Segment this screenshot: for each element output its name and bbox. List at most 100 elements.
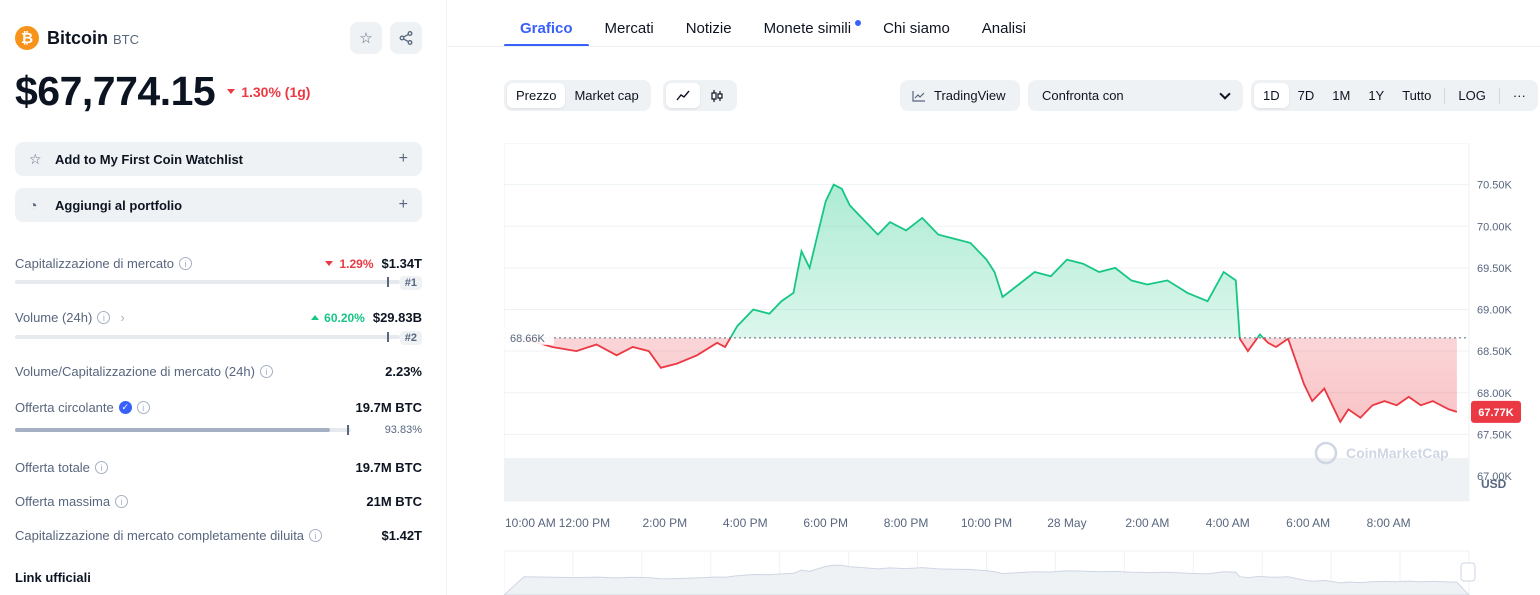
stat-fully-diluted: Capitalizzazione di mercato completament… <box>15 528 422 546</box>
current-price-label: 67.77K <box>1478 407 1514 419</box>
tab-similar-coins[interactable]: Monete simili <box>748 0 868 47</box>
add-to-watchlist-button[interactable]: ☆ Add to My First Coin Watchlist + <box>15 142 422 176</box>
plus-icon: + <box>398 196 408 213</box>
x-tick-label: 8:00 AM <box>1367 516 1411 530</box>
add-to-portfolio-button[interactable]: ◔ Aggiungi al portfolio + <box>15 188 422 222</box>
tab-similar-coins-label: Monete simili <box>763 20 852 37</box>
stat-value: 2.23% <box>385 364 422 379</box>
y-tick-label: 69.00K <box>1477 305 1513 317</box>
price-chart[interactable]: 70.50K 70.00K 69.50K 69.00K 68.50K 68.00K 67.5… <box>503 142 1540 595</box>
info-icon[interactable]: i <box>97 311 111 324</box>
stat-volume: Volume (24h) i › 60.20% $29.83B #2 <box>15 310 422 345</box>
x-tick-label: 6:00 PM <box>803 516 848 530</box>
chart-watermark: CoinMarketCap <box>1346 445 1449 461</box>
navigator-series <box>503 564 1470 595</box>
x-tick-label: 28 May <box>1047 516 1086 530</box>
divider <box>1444 87 1446 104</box>
info-icon[interactable]: i <box>259 365 273 378</box>
x-tick-label: 2:00 PM <box>642 516 687 530</box>
volume-area <box>504 458 1469 501</box>
x-tick-label: 4:00 AM <box>1206 516 1250 530</box>
bar-marker <box>347 425 349 435</box>
supply-progress-fill <box>15 428 331 432</box>
tab-about[interactable]: Chi siamo <box>883 20 950 37</box>
currency-label: USD <box>1481 477 1507 491</box>
compare-with-dropdown[interactable]: Confronta con <box>1028 80 1243 111</box>
baseline-label: 68.66K <box>510 333 546 345</box>
coin-info-panel: ₿ Bitcoin BTC ☆ $67,774.15 1.30% (1g) ☆ … <box>0 0 447 595</box>
tab-analysis[interactable]: Analisi <box>981 20 1026 37</box>
stat-total-supply: Offerta totale i 19.7M BTC <box>15 460 422 478</box>
tradingview-button[interactable]: TradingView <box>900 80 1020 111</box>
add-to-portfolio-label: Aggiungi al portfolio <box>55 197 183 213</box>
range-1d-button[interactable]: 1D <box>1254 83 1289 108</box>
price-row: $67,774.15 1.30% (1g) <box>15 68 310 115</box>
share-button[interactable] <box>390 22 422 54</box>
more-options-button[interactable]: ··· <box>1512 88 1526 103</box>
x-tick-label: 10:00 PM <box>961 516 1012 530</box>
coin-tabs: Grafico Mercati Notizie Monete simili Ch… <box>504 0 1042 47</box>
candlestick-icon <box>711 89 723 102</box>
chevron-right-icon[interactable]: › <box>120 310 125 325</box>
stat-circulating-supply: Offerta circolante ✓ i 19.7M BTC 93.83% <box>15 400 422 438</box>
stat-change: 1.29% <box>325 257 374 271</box>
tab-chart[interactable]: Grafico <box>504 0 589 47</box>
chart-type-toggle <box>663 80 737 111</box>
stat-label: Offerta massima i <box>15 494 129 509</box>
info-icon[interactable]: i <box>309 529 323 542</box>
caret-down-icon <box>325 261 334 266</box>
chevron-down-icon <box>1219 87 1231 100</box>
price-chart-svg: 70.50K 70.00K 69.50K 69.00K 68.50K 68.00K 67.5… <box>503 142 1521 595</box>
stat-value: $1.42T <box>381 528 422 543</box>
range-1y-button[interactable]: 1Y <box>1368 88 1385 103</box>
stat-bar <box>15 280 400 284</box>
y-tick-label: 70.00K <box>1477 221 1513 233</box>
log-scale-button[interactable]: LOG <box>1458 88 1486 103</box>
y-tick-label: 67.00K <box>1477 471 1513 483</box>
tab-markets[interactable]: Mercati <box>604 20 654 37</box>
candlestick-chart-button[interactable] <box>700 83 734 108</box>
bar-marker <box>387 332 389 342</box>
coin-price: $67,774.15 <box>15 68 216 114</box>
x-tick-label: 6:00 AM <box>1286 516 1330 530</box>
tabs-divider <box>447 46 1540 47</box>
coinmarketcap-logo-icon <box>1314 441 1338 465</box>
tab-news[interactable]: Notizie <box>685 20 732 37</box>
current-price-tag <box>1471 400 1521 423</box>
stat-label: Capitalizzazione di mercato completament… <box>15 528 323 543</box>
stat-bar <box>15 335 400 339</box>
price-change-value: 1.30% (1g) <box>241 83 311 100</box>
info-icon[interactable]: i <box>94 461 108 474</box>
x-tick-label: 8:00 PM <box>884 516 929 530</box>
info-icon[interactable]: i <box>136 401 150 414</box>
plus-icon: + <box>398 150 408 167</box>
bitcoin-logo-icon: ₿ <box>15 26 39 50</box>
coin-symbol: BTC <box>113 32 139 47</box>
stat-volume-market-cap: Volume/Capitalizzazione di mercato (24h)… <box>15 364 422 382</box>
stat-value: 19.7M BTC <box>355 460 422 475</box>
price-area-up <box>730 184 1264 338</box>
watchlist-star-button[interactable]: ☆ <box>350 22 382 54</box>
y-tick-label: 68.50K <box>1477 346 1513 358</box>
range-1m-button[interactable]: 1M <box>1332 88 1351 103</box>
range-7d-button[interactable]: 7D <box>1297 88 1315 103</box>
baseline-label-bg <box>504 328 554 345</box>
rank-badge: #2 <box>399 331 422 345</box>
coin-name: Bitcoin <box>47 27 108 48</box>
new-indicator-dot <box>855 20 862 26</box>
stat-value: 19.7M BTC <box>355 400 422 415</box>
price-toggle-button[interactable]: Prezzo <box>507 83 566 108</box>
y-tick-label: 68.00K <box>1477 388 1513 400</box>
divider <box>1498 87 1500 104</box>
stat-label: Offerta circolante ✓ i <box>15 400 150 415</box>
market-cap-toggle-button[interactable]: Market cap <box>574 88 639 103</box>
x-tick-label: 10:00 AM <box>505 516 556 530</box>
info-icon[interactable]: i <box>115 495 129 508</box>
trend-line-icon <box>912 90 925 102</box>
stat-change: 60.20% <box>311 311 365 325</box>
range-all-button[interactable]: Tutto <box>1402 88 1432 103</box>
stat-label: Offerta totale i <box>15 460 108 475</box>
line-chart-button[interactable] <box>666 83 700 108</box>
stat-label: Capitalizzazione di mercato i <box>15 256 192 271</box>
info-icon[interactable]: i <box>178 257 192 270</box>
